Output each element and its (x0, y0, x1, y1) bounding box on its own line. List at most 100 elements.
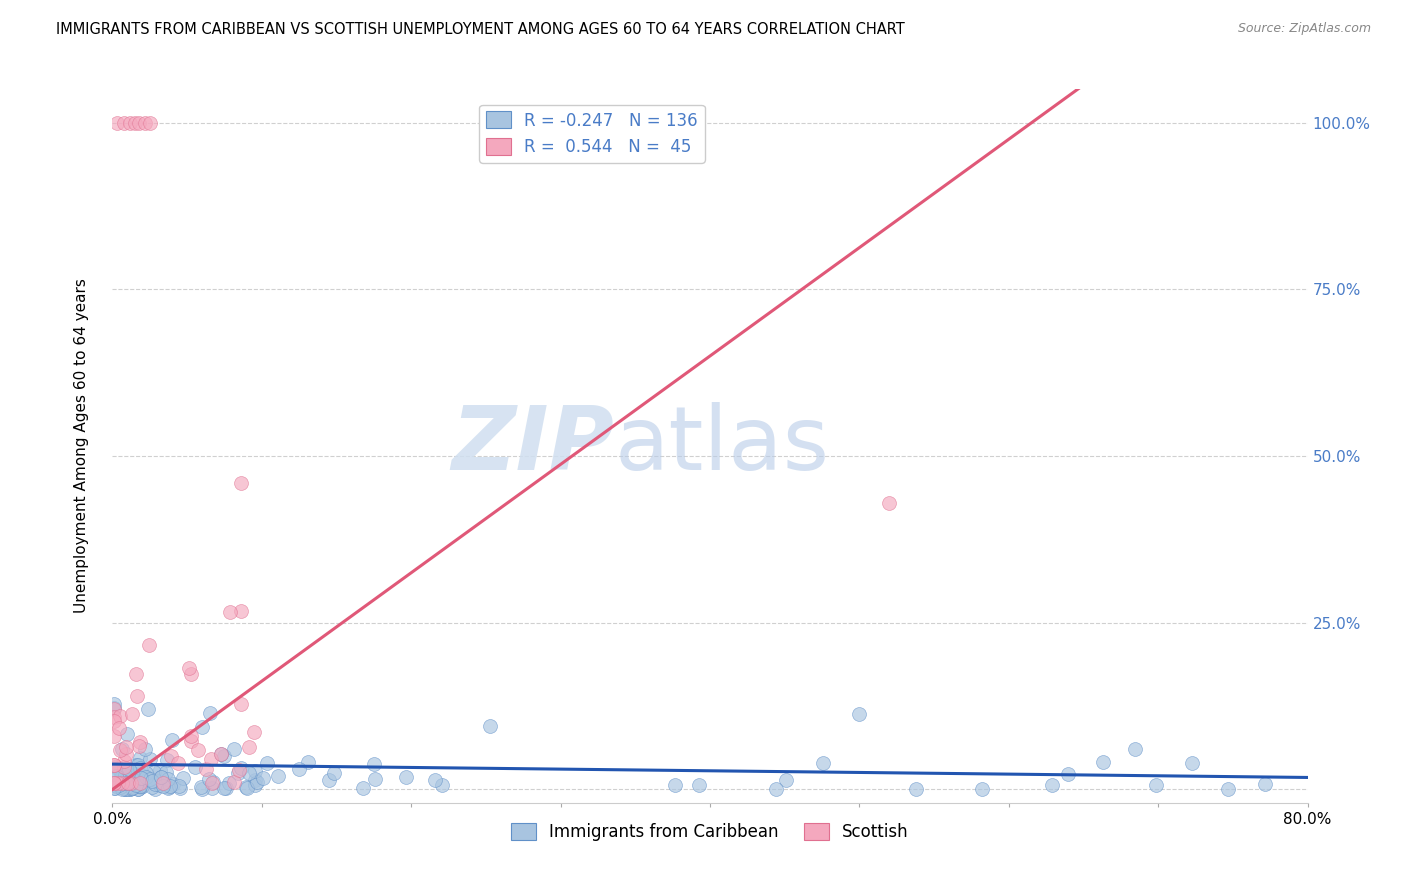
Point (112, 754, 135, 768)
Point (117, 776, 139, 790)
Point (103, 770, 125, 784)
Point (222, 742, 245, 756)
Point (1091, 756, 1114, 770)
Point (131, 771, 153, 785)
Point (191, 720, 214, 734)
Point (266, 769, 288, 783)
Text: Source: ZipAtlas.com: Source: ZipAtlas.com (1237, 22, 1371, 36)
Point (222, 775, 245, 789)
Point (112, 759, 135, 773)
Point (103, 729, 125, 743)
Point (134, 742, 156, 756)
Point (765, 781, 787, 796)
Point (180, 729, 202, 743)
Point (229, 475, 252, 490)
Point (114, 115, 135, 129)
Point (115, 739, 138, 754)
Point (152, 776, 174, 790)
Point (252, 771, 274, 785)
Point (124, 773, 146, 788)
Point (238, 739, 260, 754)
Point (904, 782, 927, 797)
Point (215, 780, 238, 795)
Text: atlas: atlas (614, 402, 830, 490)
Legend: Immigrants from Caribbean, Scottish: Immigrants from Caribbean, Scottish (505, 816, 915, 848)
Point (201, 776, 224, 790)
Point (122, 769, 145, 783)
Point (177, 661, 200, 675)
Point (183, 760, 205, 774)
Point (195, 762, 218, 776)
Point (209, 747, 232, 762)
Point (1057, 766, 1080, 780)
Point (114, 767, 136, 781)
Point (115, 782, 138, 797)
Point (103, 776, 125, 790)
Y-axis label: Unemployment Among Ages 60 to 64 years: Unemployment Among Ages 60 to 64 years (75, 278, 89, 614)
Point (209, 747, 232, 762)
Point (135, 772, 157, 786)
Point (128, 776, 150, 790)
Point (1040, 778, 1063, 792)
Point (150, 770, 173, 784)
Point (297, 756, 319, 770)
Point (139, 772, 162, 786)
Point (127, 781, 149, 796)
Point (103, 776, 125, 790)
Point (243, 772, 266, 787)
Point (115, 727, 138, 741)
Point (169, 780, 191, 795)
Point (115, 747, 138, 762)
Point (1123, 742, 1146, 756)
Point (103, 781, 125, 796)
Point (214, 748, 236, 763)
Point (124, 776, 146, 790)
Point (118, 776, 141, 790)
Point (149, 778, 172, 792)
Point (848, 706, 870, 721)
Point (131, 780, 153, 795)
Point (318, 772, 340, 787)
Point (229, 604, 252, 618)
Text: ZIP: ZIP (451, 402, 614, 490)
Point (775, 773, 797, 788)
Point (103, 714, 125, 728)
Point (111, 781, 134, 796)
Point (135, 770, 157, 784)
Point (129, 779, 152, 793)
Point (159, 779, 181, 793)
Point (103, 758, 125, 772)
Point (108, 778, 131, 792)
Point (108, 743, 131, 757)
Point (141, 773, 163, 788)
Point (122, 780, 145, 794)
Text: IMMIGRANTS FROM CARIBBEAN VS SCOTTISH UNEMPLOYMENT AMONG AGES 60 TO 64 YEARS COR: IMMIGRANTS FROM CARIBBEAN VS SCOTTISH UN… (56, 22, 905, 37)
Point (231, 698, 253, 712)
Point (125, 689, 148, 703)
Point (243, 725, 266, 739)
Point (129, 751, 152, 765)
Point (107, 721, 129, 735)
Point (156, 754, 179, 768)
Point (128, 115, 150, 129)
Point (128, 735, 150, 749)
Point (1144, 778, 1167, 792)
Point (127, 782, 149, 797)
Point (135, 765, 157, 780)
Point (134, 115, 156, 129)
Point (139, 115, 162, 129)
Point (148, 775, 170, 789)
Point (235, 780, 257, 794)
Point (879, 496, 901, 510)
Point (120, 781, 142, 796)
Point (156, 772, 179, 786)
Point (479, 719, 502, 733)
Point (141, 780, 163, 794)
Point (114, 781, 136, 796)
Point (107, 761, 129, 775)
Point (198, 772, 221, 786)
Point (145, 777, 167, 791)
Point (191, 782, 214, 797)
Point (229, 761, 252, 775)
Point (180, 667, 202, 681)
